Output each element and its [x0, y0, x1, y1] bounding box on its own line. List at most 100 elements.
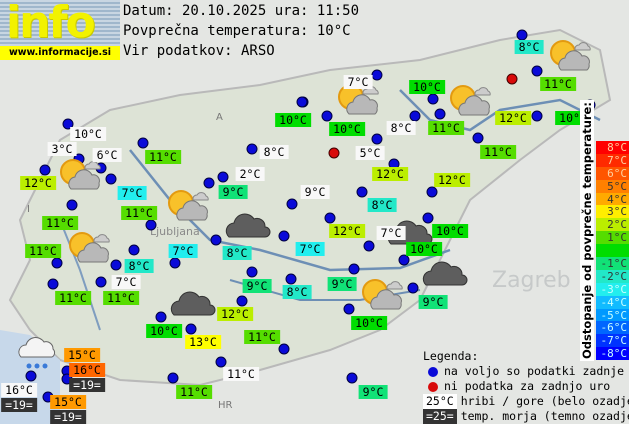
station-dot-available[interactable] [343, 303, 355, 315]
station-temp-sea[interactable]: =19= [50, 410, 86, 424]
station-temp-station[interactable]: 11°C [42, 216, 78, 230]
station-dot-available[interactable] [346, 372, 358, 384]
station-temp-station[interactable]: 11°C [540, 77, 576, 91]
logo[interactable]: info www.informacije.si [0, 0, 120, 60]
station-temp-station[interactable]: 8°C [124, 259, 154, 273]
station-dot-available[interactable] [321, 110, 333, 122]
station-temp-station[interactable]: 10°C [409, 80, 445, 94]
station-dot-available[interactable] [66, 199, 78, 211]
station-temp-mountain[interactable]: 8°C [386, 121, 416, 135]
station-temp-station[interactable]: 10°C [275, 113, 311, 127]
station-dot-available[interactable] [409, 110, 421, 122]
station-temp-sea[interactable]: =19= [1, 398, 37, 412]
station-temp-station[interactable]: 12°C [372, 167, 408, 181]
station-temp-station[interactable]: 10°C [406, 242, 442, 256]
station-temp-mountain[interactable]: 7°C [376, 226, 406, 240]
station-temp-mountain[interactable]: 11°C [223, 367, 259, 381]
station-temp-station[interactable]: 11°C [25, 244, 61, 258]
station-temp-mountain[interactable]: 2°C [235, 167, 265, 181]
station-temp-station[interactable]: 10°C [351, 316, 387, 330]
station-temp-mountain[interactable]: 3°C [47, 142, 77, 156]
station-dot-available[interactable] [167, 372, 179, 384]
station-temp-mountain[interactable]: 9°C [300, 185, 330, 199]
station-temp-station[interactable]: 10°C [146, 324, 182, 338]
station-dot-available[interactable] [531, 110, 543, 122]
station-dot-available[interactable] [95, 276, 107, 288]
station-dot-available[interactable] [145, 219, 157, 231]
station-dot-available[interactable] [210, 234, 222, 246]
station-temp-station[interactable]: 16°C [69, 363, 105, 377]
station-dot-missing[interactable] [328, 147, 340, 159]
station-dot-available[interactable] [25, 370, 37, 382]
station-temp-sea[interactable]: =19= [69, 378, 105, 392]
station-temp-station[interactable]: 11°C [121, 206, 157, 220]
station-dot-available[interactable] [371, 133, 383, 145]
station-temp-mountain[interactable]: 10°C [70, 127, 106, 141]
station-dot-available[interactable] [363, 240, 375, 252]
station-temp-mountain[interactable]: 5°C [355, 146, 385, 160]
station-temp-station[interactable]: 9°C [418, 295, 448, 309]
station-temp-station[interactable]: 7°C [168, 244, 198, 258]
station-temp-station[interactable]: 8°C [282, 285, 312, 299]
station-temp-station[interactable]: 9°C [358, 385, 388, 399]
station-temp-station[interactable]: 7°C [295, 242, 325, 256]
station-dot-available[interactable] [110, 259, 122, 271]
station-dot-available[interactable] [324, 212, 336, 224]
station-temp-mountain[interactable]: 6°C [92, 148, 122, 162]
station-dot-available[interactable] [278, 343, 290, 355]
station-temp-station[interactable]: 12°C [217, 307, 253, 321]
station-dot-available[interactable] [185, 323, 197, 335]
station-dot-available[interactable] [215, 356, 227, 368]
station-temp-station[interactable]: 9°C [242, 279, 272, 293]
station-dot-available[interactable] [137, 137, 149, 149]
station-dot-available[interactable] [47, 278, 59, 290]
station-dot-available[interactable] [62, 118, 74, 130]
station-temp-station[interactable]: 8°C [222, 246, 252, 260]
station-dot-available[interactable] [356, 186, 368, 198]
station-dot-available[interactable] [285, 273, 297, 285]
station-temp-station[interactable]: 13°C [185, 335, 221, 349]
station-dot-available[interactable] [434, 108, 446, 120]
station-temp-station[interactable]: 11°C [145, 150, 181, 164]
station-temp-station[interactable]: 10°C [329, 122, 365, 136]
station-temp-station[interactable]: 11°C [480, 145, 516, 159]
station-temp-station[interactable]: 12°C [329, 224, 365, 238]
station-temp-station[interactable]: 15°C [64, 348, 100, 362]
station-temp-station[interactable]: 9°C [218, 185, 248, 199]
station-dot-available[interactable] [516, 29, 528, 41]
station-temp-mountain[interactable]: 8°C [259, 145, 289, 159]
station-temp-mountain[interactable]: 7°C [111, 275, 141, 289]
station-dot-available[interactable] [169, 257, 181, 269]
station-dot-available[interactable] [51, 257, 63, 269]
station-temp-station[interactable]: 11°C [55, 291, 91, 305]
station-dot-available[interactable] [128, 244, 140, 256]
station-temp-station[interactable]: 7°C [117, 186, 147, 200]
station-temp-station[interactable]: 11°C [103, 291, 139, 305]
station-dot-available[interactable] [39, 164, 51, 176]
station-temp-station[interactable]: 8°C [514, 40, 544, 54]
station-dot-available[interactable] [427, 93, 439, 105]
station-dot-available[interactable] [155, 311, 167, 323]
station-dot-available[interactable] [398, 254, 410, 266]
station-dot-available[interactable] [278, 230, 290, 242]
station-dot-available[interactable] [407, 282, 419, 294]
station-temp-station[interactable]: 11°C [176, 385, 212, 399]
logo-url[interactable]: www.informacije.si [0, 46, 120, 60]
station-dot-available[interactable] [531, 65, 543, 77]
station-dot-available[interactable] [246, 143, 258, 155]
station-temp-station[interactable]: 11°C [244, 330, 280, 344]
station-temp-station[interactable]: 12°C [495, 111, 531, 125]
station-dot-available[interactable] [422, 212, 434, 224]
station-temp-mountain[interactable]: 16°C [1, 383, 37, 397]
station-dot-available[interactable] [348, 263, 360, 275]
station-dot-available[interactable] [236, 295, 248, 307]
station-temp-station[interactable]: 10°C [432, 224, 468, 238]
station-temp-station[interactable]: 15°C [50, 395, 86, 409]
station-dot-available[interactable] [286, 198, 298, 210]
station-temp-station[interactable]: 12°C [20, 176, 56, 190]
station-temp-station[interactable]: 12°C [434, 173, 470, 187]
station-temp-station[interactable]: 9°C [327, 277, 357, 291]
station-dot-available[interactable] [472, 132, 484, 144]
station-dot-available[interactable] [246, 266, 258, 278]
station-dot-available[interactable] [203, 177, 215, 189]
